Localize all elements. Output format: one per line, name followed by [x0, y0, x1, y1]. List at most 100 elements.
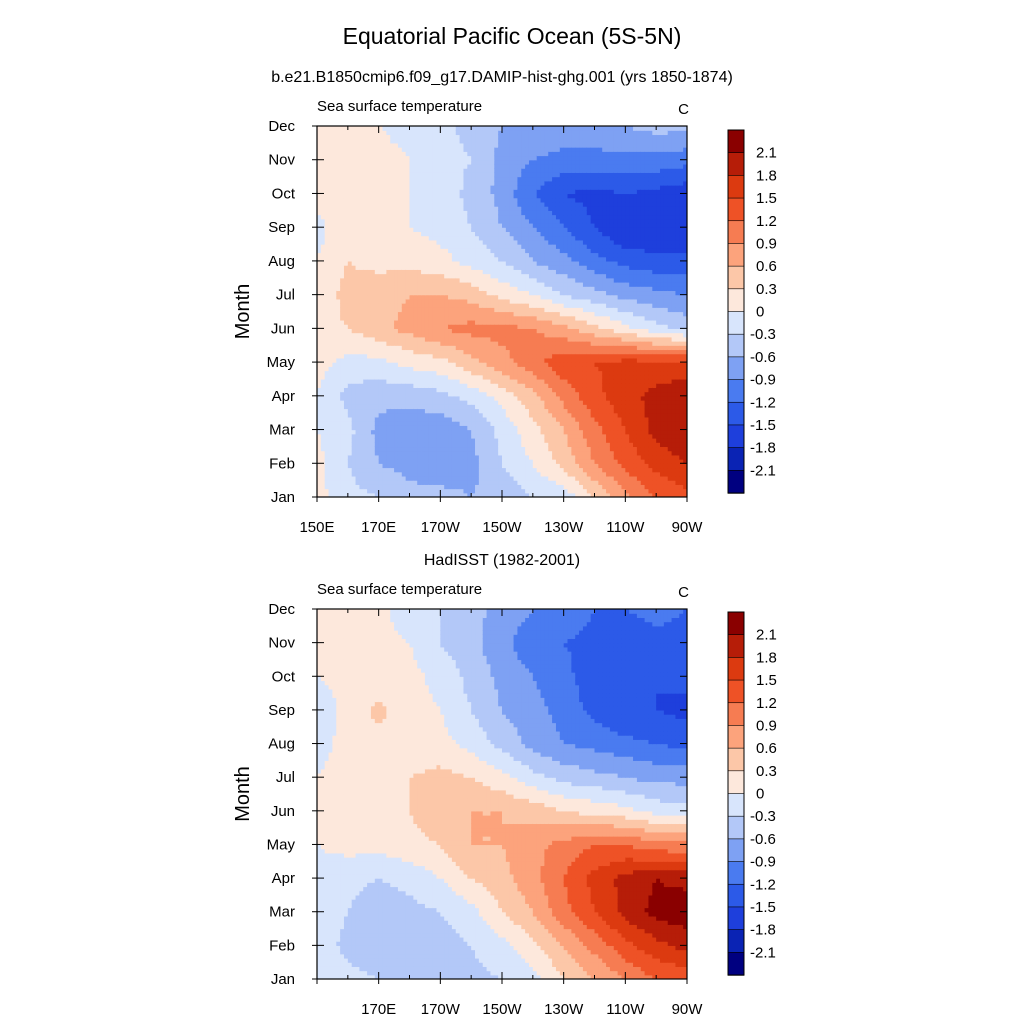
field-cell [382, 391, 387, 397]
field-cell [328, 332, 334, 338]
field-cell [482, 286, 488, 292]
field-cell [494, 290, 499, 296]
field-cell [621, 341, 626, 346]
field-cell [413, 471, 418, 477]
field-cell [390, 421, 395, 426]
field-cell [509, 366, 515, 372]
field-cell [660, 366, 665, 372]
field-cell [498, 324, 503, 329]
field-cell [594, 412, 599, 418]
field-cell [394, 459, 399, 464]
field-cell [436, 353, 441, 359]
field-cell [571, 459, 576, 464]
field-cell [428, 349, 434, 355]
field-cell [513, 366, 519, 372]
field-cell [347, 395, 353, 401]
field-cell [332, 286, 337, 292]
field-cell [343, 442, 349, 448]
field-cell [386, 416, 391, 422]
field-cell [590, 492, 596, 497]
field-cell [567, 480, 572, 485]
field-cell [428, 484, 434, 490]
field-cell [617, 332, 623, 338]
field-cell [386, 345, 391, 351]
field-cell [513, 374, 519, 380]
field-cell [478, 387, 484, 393]
field-cell [409, 303, 414, 308]
field-cell [378, 488, 384, 494]
field-cell [455, 492, 461, 497]
field-cell [594, 341, 599, 346]
field-cell [413, 336, 418, 342]
field-cell [679, 408, 684, 414]
field-cell [606, 349, 611, 355]
field-cell [629, 404, 634, 410]
field-cell [347, 459, 353, 464]
field-cell [486, 437, 492, 443]
field-cell [521, 404, 526, 410]
field-cell [517, 459, 522, 464]
field-cell [532, 463, 538, 469]
field-cell [598, 446, 603, 452]
field-cell [328, 425, 334, 431]
field-cell [401, 484, 407, 490]
field-cell [397, 260, 403, 266]
field-cell [590, 421, 596, 426]
field-cell [494, 374, 499, 380]
field-cell [636, 345, 642, 351]
field-cell [486, 366, 492, 372]
field-cell [324, 480, 330, 485]
field-cell [679, 324, 684, 329]
field-cell [455, 378, 461, 384]
field-cell [367, 341, 372, 346]
field-cell [482, 467, 488, 473]
field-cell [417, 416, 422, 422]
field-cell [332, 416, 337, 422]
field-cell [436, 437, 441, 443]
field-cell [532, 378, 538, 384]
field-cell [528, 298, 534, 304]
field-cell [559, 442, 565, 448]
field-cell [640, 349, 646, 355]
field-cell [490, 433, 495, 439]
field-cell [667, 332, 673, 338]
field-cell [459, 383, 465, 388]
field-cell [394, 277, 399, 283]
field-cell [471, 357, 476, 363]
field-cell [548, 307, 553, 313]
field-cell [525, 303, 530, 308]
field-cell [640, 311, 646, 317]
field-cell [513, 492, 519, 497]
field-cell [567, 484, 572, 490]
field-cell [625, 349, 630, 355]
field-cell [636, 332, 642, 338]
field-cell [409, 425, 414, 431]
field-cell [317, 307, 322, 313]
field-cell [355, 404, 360, 410]
field-cell [347, 366, 353, 372]
field-cell [378, 269, 384, 275]
field-cell [671, 294, 677, 300]
field-cell [417, 446, 422, 452]
field-cell [617, 425, 623, 431]
field-cell [463, 366, 468, 372]
field-cell [390, 324, 395, 329]
field-cell [320, 437, 326, 443]
field-cell [675, 303, 680, 308]
field-cell [494, 307, 499, 313]
field-cell [370, 488, 376, 494]
field-cell [370, 277, 376, 283]
field-cell [397, 383, 403, 388]
field-cell [444, 480, 449, 485]
field-cell [394, 353, 399, 359]
field-cell [683, 357, 687, 363]
field-cell [625, 442, 630, 448]
field-cell [394, 383, 399, 388]
field-cell [648, 353, 653, 359]
field-cell [486, 408, 492, 414]
field-cell [640, 307, 646, 313]
field-cell [478, 286, 484, 292]
field-cell [401, 404, 407, 410]
field-cell [436, 433, 441, 439]
field-cell [417, 362, 422, 367]
